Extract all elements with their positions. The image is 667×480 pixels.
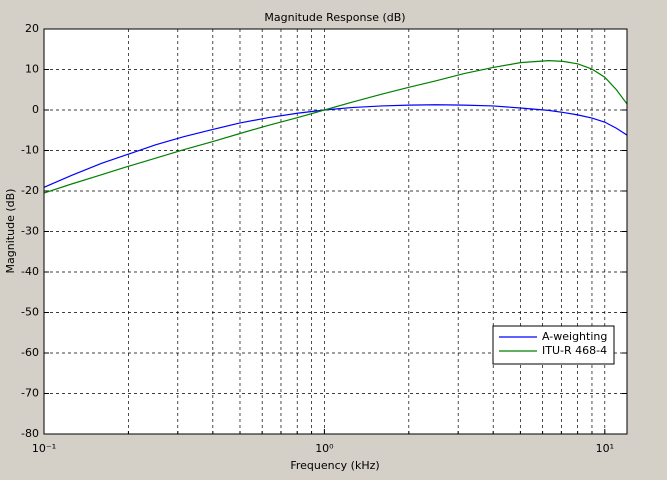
y-tick-label: -70 — [21, 387, 39, 400]
data-line — [43, 104, 628, 188]
y-tick-label: -60 — [21, 346, 39, 359]
axes-frame — [43, 28, 628, 435]
y-tick-label: 10 — [25, 63, 39, 76]
x-tick-label: 10⁻¹ — [32, 442, 56, 455]
y-tick-label: 0 — [32, 103, 39, 116]
x-axis-label: Frequency (kHz) — [290, 459, 379, 472]
plot-area — [44, 29, 627, 434]
y-tick-label: -20 — [21, 184, 39, 197]
data-line — [43, 59, 628, 194]
legend-label: A-weighting — [542, 330, 607, 343]
y-tick-label: -10 — [21, 144, 39, 157]
y-tick-label: -30 — [21, 225, 39, 238]
x-tick-label: 10⁰ — [315, 442, 334, 455]
y-tick-label: -50 — [21, 306, 39, 319]
y-tick-label: 20 — [25, 22, 39, 35]
y-tick-label: -80 — [21, 427, 39, 440]
legend-box — [492, 325, 615, 365]
y-axis-label: Magnitude (dB) — [4, 189, 17, 274]
legend-label: ITU-R 468-4 — [542, 344, 607, 357]
chart-title: Magnitude Response (dB) — [264, 11, 405, 24]
x-tick-label: 10¹ — [596, 442, 614, 455]
y-tick-label: -40 — [21, 265, 39, 278]
